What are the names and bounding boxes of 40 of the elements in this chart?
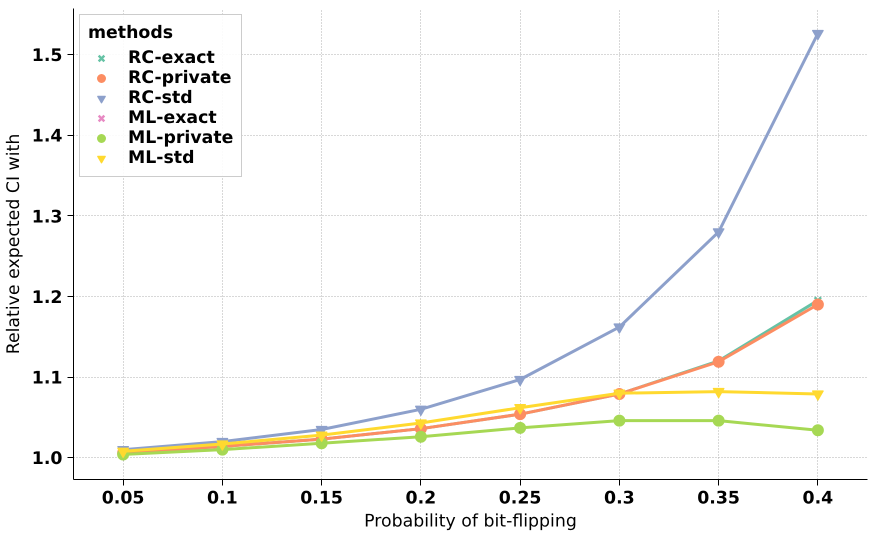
y-axis-title: Relative expected CI with	[4, 134, 24, 354]
point	[414, 406, 427, 416]
x-tick-label: 0.1	[207, 488, 238, 508]
point	[414, 430, 427, 443]
point	[812, 30, 824, 40]
legend-title: methods	[88, 23, 174, 43]
x-tick-label: 0.35	[697, 488, 740, 508]
y-tick-label: 1.0	[32, 449, 63, 470]
y-tick-label: 1.3	[32, 207, 63, 228]
point	[812, 424, 824, 436]
legend-label: ML-exact	[128, 108, 217, 128]
y-tick-label: 1.2	[32, 288, 63, 308]
x-tick-label: 0.2	[406, 488, 436, 508]
point	[712, 388, 725, 398]
point	[316, 431, 328, 442]
y-tick-label: 1.4	[32, 126, 63, 147]
point	[812, 298, 824, 310]
point	[712, 228, 725, 239]
point	[514, 422, 526, 434]
point	[712, 414, 725, 427]
point	[414, 419, 427, 430]
y-tick-label: 1.1	[32, 368, 63, 389]
x-tick-label: 0.4	[802, 488, 834, 508]
legend-label: RC-std	[128, 88, 193, 108]
legend-label: ML-private	[128, 128, 234, 148]
x-axis-title: Probability of bit-flipping	[364, 512, 577, 532]
x-tick-label: 0.25	[498, 488, 542, 508]
legend-label: RC-private	[128, 68, 232, 88]
point	[712, 356, 725, 368]
point	[613, 323, 626, 334]
point	[613, 414, 626, 427]
point	[812, 390, 824, 401]
x-tick-label: 0.05	[102, 488, 145, 508]
legend-label: RC-exact	[128, 48, 215, 68]
point	[514, 404, 526, 415]
legend-label: ML-std	[128, 148, 194, 168]
x-tick-label: 0.15	[300, 488, 344, 508]
point	[514, 376, 526, 386]
y-tick-label: 1.5	[32, 46, 63, 66]
x-tick-label: 0.3	[604, 488, 635, 508]
